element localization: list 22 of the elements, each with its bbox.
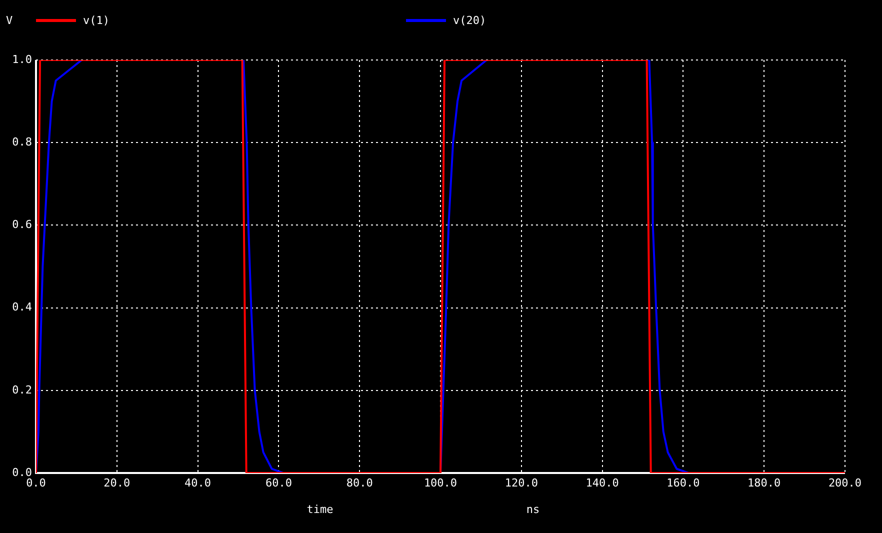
x-tick-label: 140.0 bbox=[586, 476, 619, 490]
x-tick-label: 100.0 bbox=[424, 476, 458, 490]
x-tick-label: 120.0 bbox=[504, 476, 538, 490]
x-tick-label: 40.0 bbox=[184, 476, 212, 490]
legend-label: v(20) bbox=[453, 14, 486, 27]
y-tick-label: 0.4 bbox=[12, 300, 32, 314]
x-tick-label: 60.0 bbox=[265, 476, 292, 490]
y-tick-label: 0.2 bbox=[12, 383, 32, 396]
x-tick-label: 200.0 bbox=[828, 476, 862, 490]
y-tick-label: 0.8 bbox=[12, 135, 32, 148]
x-tick-label: 20.0 bbox=[104, 476, 130, 490]
x-tick-label: 160.0 bbox=[666, 476, 700, 490]
y-axis-title: V bbox=[6, 14, 13, 27]
y-tick-label: 1.0 bbox=[12, 52, 32, 66]
text: ns bbox=[526, 503, 540, 516]
x-axis-title: time bbox=[306, 503, 334, 516]
y-tick-label: 0.6 bbox=[12, 218, 32, 232]
legend-label: v(1) bbox=[83, 14, 110, 27]
y-tick-label: 0.0 bbox=[12, 466, 32, 479]
x-tick-label: 80.0 bbox=[346, 476, 373, 490]
x-tick-label: 0.0 bbox=[26, 476, 46, 490]
x-tick-label: 180.0 bbox=[748, 476, 781, 490]
